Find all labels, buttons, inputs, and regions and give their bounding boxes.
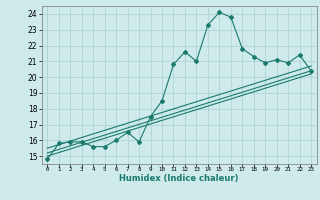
X-axis label: Humidex (Indice chaleur): Humidex (Indice chaleur) — [119, 174, 239, 183]
